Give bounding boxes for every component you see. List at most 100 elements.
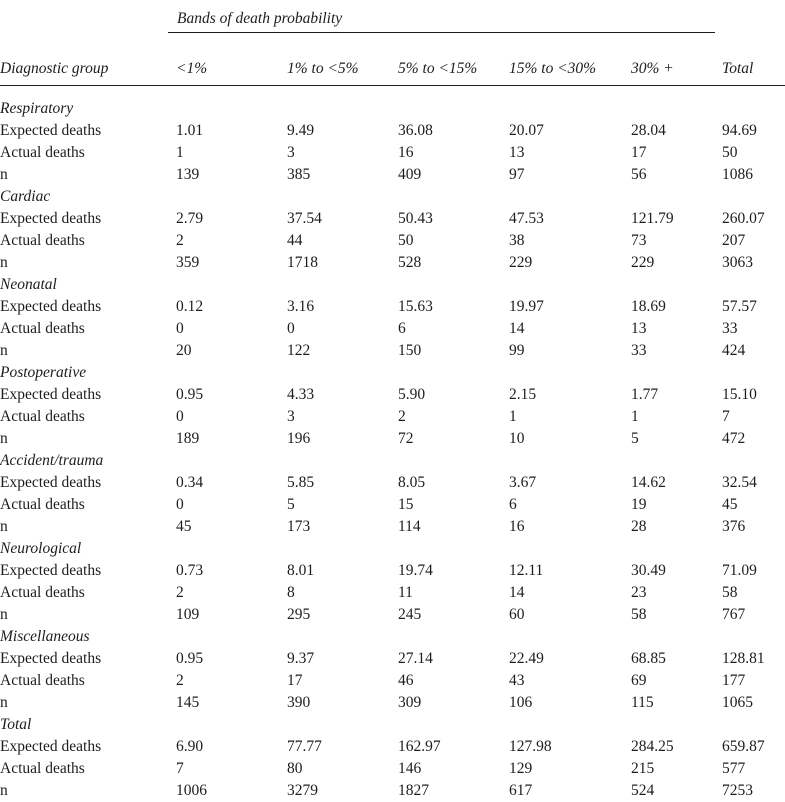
value-cell: 385 xyxy=(287,166,311,183)
value-cell: 99 xyxy=(509,342,525,359)
value-cell: 2 xyxy=(176,672,184,689)
value-cell: 3063 xyxy=(722,254,753,271)
value-cell: 45 xyxy=(722,496,738,513)
value-cell: 2.15 xyxy=(509,386,537,403)
value-cell: 2 xyxy=(176,232,184,249)
value-cell: 577 xyxy=(722,760,746,777)
row-label: n xyxy=(0,254,8,271)
value-cell: 229 xyxy=(509,254,533,271)
value-cell: 15 xyxy=(398,496,414,513)
value-cell: 122 xyxy=(287,342,311,359)
value-cell: 20.07 xyxy=(509,122,544,139)
row-label: n xyxy=(0,430,8,447)
value-cell: 13 xyxy=(631,320,647,337)
value-cell: 0 xyxy=(176,320,184,337)
value-cell: 73 xyxy=(631,232,647,249)
value-cell: 173 xyxy=(287,518,311,535)
row-label: Expected deaths xyxy=(0,650,102,667)
row-label: Actual deaths xyxy=(0,584,85,601)
value-cell: 5.85 xyxy=(287,474,315,491)
row-label: Expected deaths xyxy=(0,210,102,227)
value-cell: 524 xyxy=(631,782,655,799)
value-cell: 162.97 xyxy=(398,738,441,755)
row-label: Actual deaths xyxy=(0,232,85,249)
col-header-30pct-plus: 30% + xyxy=(631,60,674,77)
value-cell: 245 xyxy=(398,606,422,623)
value-cell: 37.54 xyxy=(287,210,322,227)
value-cell: 33 xyxy=(722,320,738,337)
value-cell: 13 xyxy=(509,144,525,161)
value-cell: 1827 xyxy=(398,782,429,799)
value-cell: 16 xyxy=(398,144,414,161)
value-cell: 424 xyxy=(722,342,746,359)
col-header-15-to-30pct: 15% to <30% xyxy=(509,60,597,77)
value-cell: 47.53 xyxy=(509,210,544,227)
value-cell: 390 xyxy=(287,694,311,711)
value-cell: 20 xyxy=(176,342,192,359)
value-cell: 7 xyxy=(176,760,184,777)
value-cell: 127.98 xyxy=(509,738,552,755)
value-cell: 97 xyxy=(509,166,525,183)
col-header-lt1pct: <1% xyxy=(176,60,208,77)
value-cell: 0.34 xyxy=(176,474,204,491)
value-cell: 15.63 xyxy=(398,298,433,315)
value-cell: 28.04 xyxy=(631,122,666,139)
value-cell: 1.01 xyxy=(176,122,204,139)
row-label: Expected deaths xyxy=(0,386,102,403)
value-cell: 0.95 xyxy=(176,386,204,403)
value-cell: 14 xyxy=(509,320,525,337)
value-cell: 45 xyxy=(176,518,192,535)
group-row-accident-trauma: Accident/trauma xyxy=(0,452,104,469)
value-cell: 56 xyxy=(631,166,647,183)
value-cell: 33 xyxy=(631,342,647,359)
value-cell: 77.77 xyxy=(287,738,322,755)
row-label: Actual deaths xyxy=(0,496,85,513)
value-cell: 17 xyxy=(287,672,303,689)
value-cell: 50 xyxy=(398,232,414,249)
row-label: Actual deaths xyxy=(0,672,85,689)
value-cell: 0.73 xyxy=(176,562,204,579)
value-cell: 36.08 xyxy=(398,122,433,139)
value-cell: 617 xyxy=(509,782,533,799)
value-cell: 0.95 xyxy=(176,650,204,667)
value-cell: 28 xyxy=(631,518,647,535)
value-cell: 189 xyxy=(176,430,200,447)
value-cell: 121.79 xyxy=(631,210,674,227)
value-cell: 1006 xyxy=(176,782,207,799)
value-cell: 3 xyxy=(287,408,295,425)
value-cell: 18.69 xyxy=(631,298,666,315)
row-label: Actual deaths xyxy=(0,320,85,337)
value-cell: 150 xyxy=(398,342,422,359)
value-cell: 309 xyxy=(398,694,422,711)
value-cell: 359 xyxy=(176,254,200,271)
value-cell: 7 xyxy=(722,408,730,425)
value-cell: 376 xyxy=(722,518,746,535)
value-cell: 19.97 xyxy=(509,298,544,315)
value-cell: 260.07 xyxy=(722,210,765,227)
value-cell: 139 xyxy=(176,166,200,183)
value-cell: 229 xyxy=(631,254,655,271)
value-cell: 94.69 xyxy=(722,122,757,139)
spanner-section: Bands of death probability xyxy=(168,8,715,33)
value-cell: 23 xyxy=(631,584,647,601)
value-cell: 129 xyxy=(509,760,533,777)
row-label: n xyxy=(0,342,8,359)
group-row-cardiac: Cardiac xyxy=(0,188,51,205)
value-cell: 659.87 xyxy=(722,738,765,755)
value-cell: 177 xyxy=(722,672,746,689)
value-cell: 1718 xyxy=(287,254,318,271)
value-cell: 69 xyxy=(631,672,647,689)
value-cell: 68.85 xyxy=(631,650,666,667)
row-label: Expected deaths xyxy=(0,474,102,491)
spanner-heading: Bands of death probability xyxy=(177,10,343,27)
value-cell: 207 xyxy=(722,232,746,249)
value-cell: 7253 xyxy=(722,782,753,799)
group-row-neonatal: Neonatal xyxy=(0,276,57,293)
value-cell: 3.16 xyxy=(287,298,315,315)
value-cell: 1 xyxy=(509,408,517,425)
value-cell: 11 xyxy=(398,584,413,601)
row-label: n xyxy=(0,782,8,799)
value-cell: 284.25 xyxy=(631,738,674,755)
value-cell: 0 xyxy=(287,320,295,337)
value-cell: 58 xyxy=(631,606,647,623)
